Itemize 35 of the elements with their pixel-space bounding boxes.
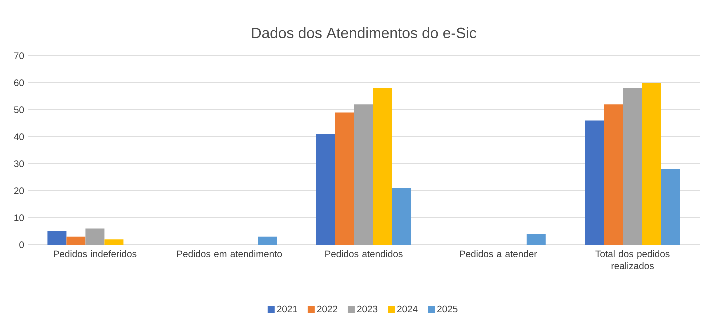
bar [526,234,546,245]
x-tick-label: Pedidos atendidos [326,250,403,258]
legend-label: 2025 [438,306,458,313]
bar [66,236,86,245]
y-tick-label: 40 [14,134,24,140]
y-tick-label: 10 [14,214,24,222]
x-tick-label: Pedidos em atendimento [178,250,282,258]
bar [604,104,624,245]
bar [661,169,680,245]
bar [642,82,662,245]
y-tick-label: 30 [14,160,24,168]
y-tick-label: 60 [14,80,24,86]
legend-label: 2024 [397,306,418,313]
y-tick-label: 50 [14,106,24,114]
bar [336,112,354,245]
bar [354,104,374,245]
y-tick-label: 70 [14,52,24,60]
bar [374,88,393,245]
bar [623,88,642,245]
legend-label: 2022 [317,306,338,313]
bar [48,232,67,245]
bar [316,134,336,245]
x-tick-label: Pedidos indeferidos [54,250,137,258]
bar [392,188,412,245]
y-tick-label: 0 [20,242,24,248]
x-tick-label: Total dos pedidos realizados [596,250,670,270]
legend-label: 2021 [277,306,298,313]
chart-title: Dados dos Atendimentos do e-Sic [252,28,477,38]
x-tick-label: Pedidos a atender [460,250,538,258]
bar [585,120,604,245]
bar [104,240,124,245]
bar [86,228,105,245]
legend-label: 2023 [357,306,378,313]
y-tick-label: 20 [14,188,24,194]
bar [258,236,278,245]
